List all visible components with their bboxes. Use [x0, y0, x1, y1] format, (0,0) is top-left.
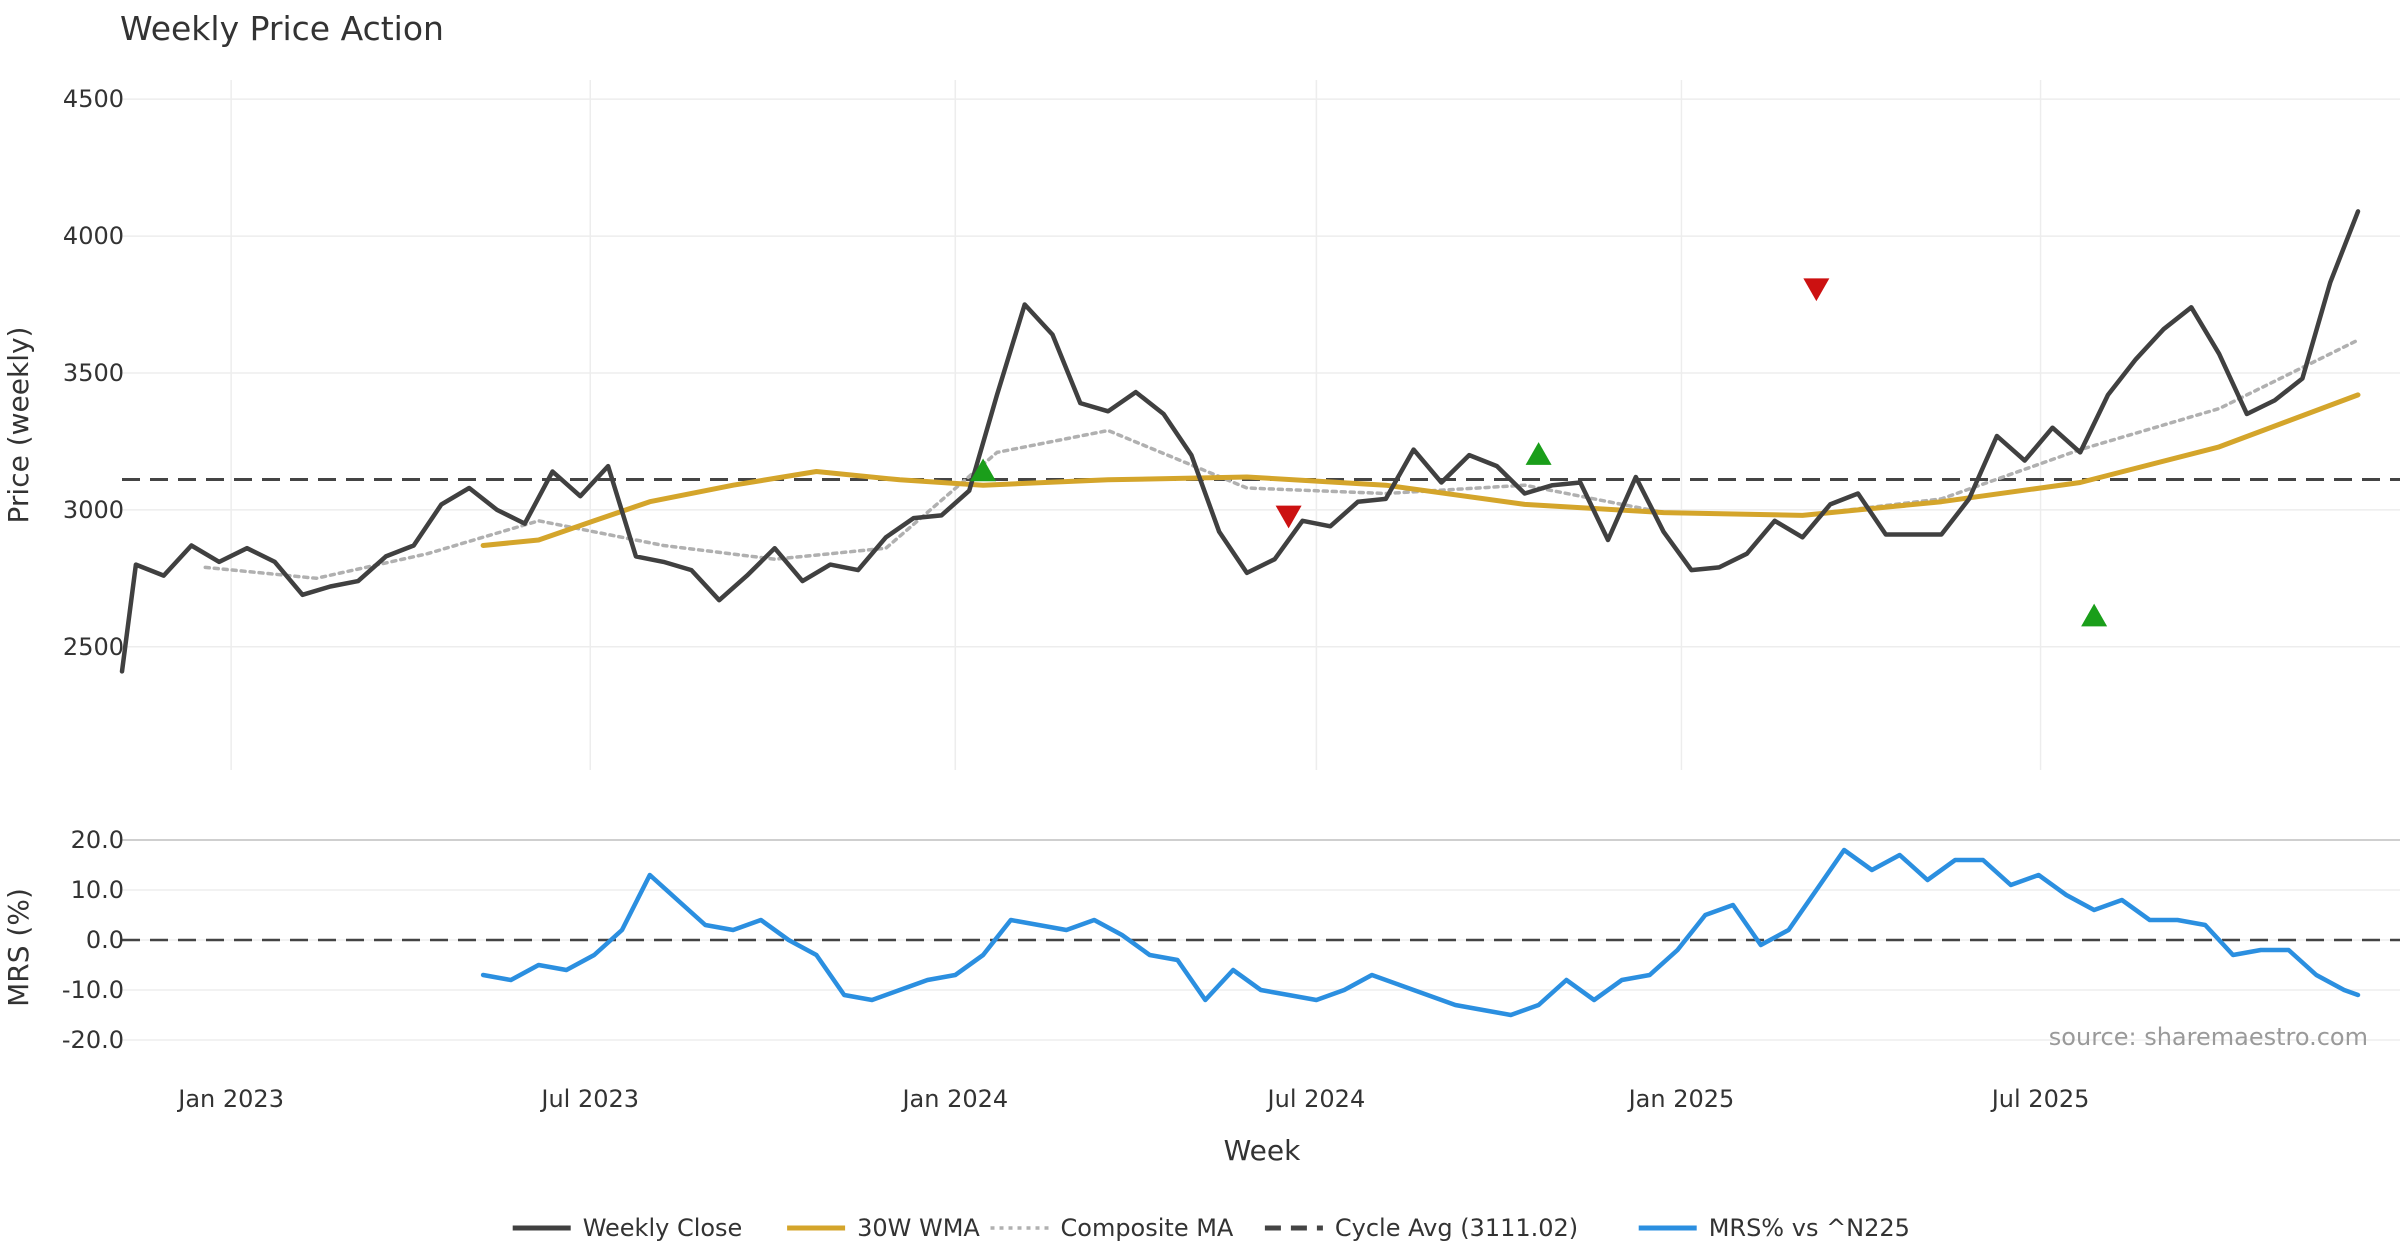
legend-item-30w-wma: 30W WMA — [787, 1214, 980, 1242]
mrs-y-ticks: 20.0 10.0 0.0 -10.0 -20.0 — [62, 826, 124, 1054]
series-30w-wma — [480, 392, 2361, 548]
price-y-tick: 4000 — [63, 222, 124, 250]
series-mrs-vs-n225 — [480, 847, 2361, 1018]
price-grid — [122, 80, 2400, 770]
mrs-y-tick: -20.0 — [62, 1026, 124, 1054]
mrs-y-tick: -10.0 — [62, 976, 124, 1004]
legend: Weekly Close 30W WMA Composite MA Cycle Avg… — [512, 1214, 1910, 1242]
x-tick: Jul 2023 — [539, 1085, 639, 1113]
price-y-tick: 3000 — [63, 496, 124, 524]
buy-signal-marker — [970, 458, 997, 482]
x-axis-label: Week — [1224, 1134, 1301, 1167]
sell-signal-marker — [1803, 278, 1830, 302]
x-tick: Jul 2024 — [1266, 1085, 1366, 1113]
source-text: source: sharemaestro.com — [2049, 1023, 2368, 1051]
x-tick: Jul 2025 — [1990, 1085, 2090, 1113]
price-y-axis-label: Price (weekly) — [2, 327, 35, 524]
mrs-series — [480, 847, 2361, 1018]
legend-label: MRS% vs ^N225 — [1709, 1214, 1910, 1242]
chart-title: Weekly Price Action — [120, 9, 444, 48]
buy-signal-marker — [1525, 442, 1552, 465]
sell-signal-marker — [1275, 505, 1302, 529]
series-weekly-close — [119, 209, 2361, 674]
series-composite-ma — [203, 338, 2360, 581]
legend-label: Weekly Close — [583, 1214, 743, 1242]
price-y-tick: 3500 — [63, 359, 124, 387]
price-series — [119, 209, 2361, 674]
price-y-tick: 2500 — [63, 633, 124, 661]
legend-item-cycle-avg-3111-02: Cycle Avg (3111.02) — [1264, 1214, 1578, 1242]
mrs-y-tick: 20.0 — [71, 826, 124, 854]
price-y-tick: 4500 — [63, 85, 124, 113]
x-tick: Jan 2025 — [1627, 1085, 1735, 1113]
mrs-y-axis-label: MRS (%) — [2, 888, 35, 1007]
buy-signal-marker — [2081, 603, 2108, 627]
mrs-y-tick: 10.0 — [71, 876, 124, 904]
x-tick: Jan 2023 — [176, 1085, 284, 1113]
legend-item-weekly-close: Weekly Close — [512, 1214, 743, 1242]
legend-label: Composite MA — [1061, 1214, 1234, 1242]
legend-label: Cycle Avg (3111.02) — [1335, 1214, 1578, 1242]
price-y-ticks: 2500 3000 3500 4000 4500 — [63, 85, 124, 661]
x-axis-ticks: Jan 2023 Jul 2023 Jan 2024 Jul 2024 Jan 2025… — [176, 1085, 2089, 1113]
mrs-y-tick: 0.0 — [86, 926, 124, 954]
legend-item-composite-ma: Composite MA — [990, 1214, 1234, 1242]
x-tick: Jan 2024 — [900, 1085, 1008, 1113]
legend-label: 30W WMA — [857, 1214, 980, 1242]
legend-item-mrs-vs-n225: MRS% vs ^N225 — [1638, 1214, 1910, 1242]
signal-markers — [970, 278, 2108, 627]
